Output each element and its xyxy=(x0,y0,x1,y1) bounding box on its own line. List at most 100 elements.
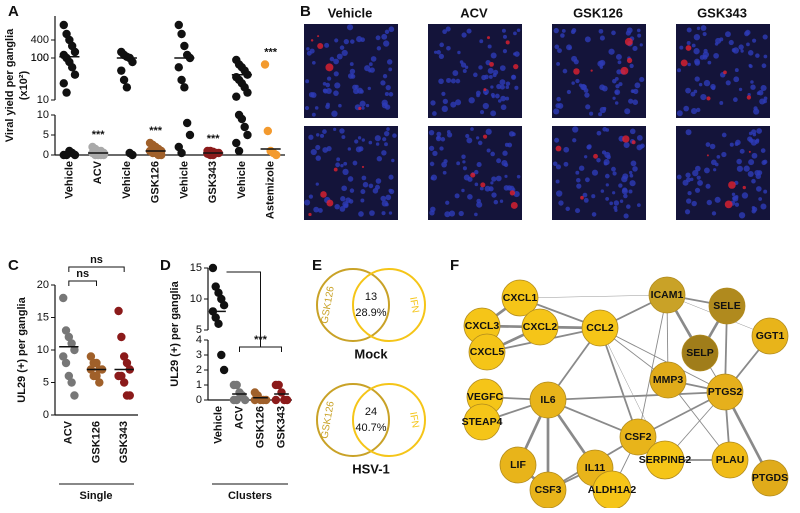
nucleus xyxy=(561,29,566,33)
y-tick-label: 10 xyxy=(37,344,49,356)
network-node xyxy=(681,334,719,372)
signal xyxy=(358,106,362,111)
data-point xyxy=(185,130,195,140)
y-tick-label: 3 xyxy=(196,349,202,361)
nucleus xyxy=(731,48,736,53)
nucleus xyxy=(339,206,346,212)
nucleus xyxy=(709,143,716,150)
node-label: CXCL3 xyxy=(465,320,500,332)
nucleus xyxy=(713,52,719,59)
data-point xyxy=(234,146,244,156)
nucleus xyxy=(346,24,354,31)
data-point xyxy=(237,114,247,124)
nucleus xyxy=(326,146,332,152)
nucleus xyxy=(429,145,435,151)
nucleus xyxy=(738,212,746,219)
signal xyxy=(624,37,633,46)
venn-caption: HSV-1 xyxy=(352,461,390,476)
nucleus xyxy=(584,36,591,43)
data-point xyxy=(119,75,129,85)
data-point xyxy=(59,352,68,361)
nucleus xyxy=(444,211,451,218)
y-tick-label: 4 xyxy=(196,334,202,346)
node-label: MMP3 xyxy=(653,374,683,386)
node-label: CCL2 xyxy=(586,322,614,334)
nucleus xyxy=(694,60,701,66)
data-point xyxy=(61,358,71,368)
nucleus xyxy=(694,76,700,82)
significance: *** xyxy=(149,125,163,137)
nucleus xyxy=(591,212,597,217)
nucleus xyxy=(738,87,743,92)
nucleus xyxy=(555,179,560,184)
venn-count: 24 xyxy=(365,406,377,418)
nucleus xyxy=(342,168,349,175)
nucleus xyxy=(490,181,494,185)
nucleus xyxy=(707,60,712,65)
nucleus xyxy=(609,201,614,206)
nucleus xyxy=(686,27,692,33)
nucleus xyxy=(442,29,447,35)
nucleus xyxy=(733,97,738,103)
nucleus xyxy=(685,172,691,178)
nucleus xyxy=(318,208,323,213)
nucleus xyxy=(496,158,502,164)
node-label: PTGS2 xyxy=(708,386,743,398)
signal xyxy=(510,202,518,209)
nucleus xyxy=(439,42,444,48)
nucleus xyxy=(432,150,438,157)
nucleus xyxy=(436,131,442,137)
nucleus xyxy=(725,80,731,86)
nucleus xyxy=(693,48,700,55)
signal xyxy=(470,172,476,178)
data-point xyxy=(240,122,249,132)
nucleus xyxy=(706,199,713,206)
nucleus xyxy=(455,78,461,84)
nucleus xyxy=(358,146,364,152)
nucleus xyxy=(362,181,369,188)
data-point xyxy=(67,378,76,387)
nucleus xyxy=(705,183,711,189)
nucleus xyxy=(756,186,762,192)
signal xyxy=(317,35,320,38)
nucleus xyxy=(436,136,440,140)
nucleus xyxy=(677,68,682,73)
nucleus xyxy=(456,161,461,166)
nucleus xyxy=(343,161,348,166)
nucleus xyxy=(741,192,749,199)
venn-circle xyxy=(316,383,390,457)
data-point xyxy=(214,319,223,328)
data-point xyxy=(177,29,186,39)
nucleus xyxy=(334,38,339,43)
data-point xyxy=(122,83,132,92)
nucleus xyxy=(476,162,482,168)
nucleus xyxy=(376,156,383,162)
signal xyxy=(723,70,727,75)
nucleus xyxy=(596,158,601,163)
data-point xyxy=(59,79,68,88)
nucleus xyxy=(500,104,507,111)
nucleus xyxy=(502,150,508,156)
nucleus xyxy=(729,142,734,147)
nucleus xyxy=(684,209,691,215)
nucleus xyxy=(442,98,448,105)
nucleus xyxy=(746,42,750,47)
nucleus xyxy=(628,189,633,194)
nucleus xyxy=(739,148,745,154)
nucleus xyxy=(310,148,317,156)
network-node xyxy=(711,441,749,479)
nucleus xyxy=(758,197,763,201)
nucleus xyxy=(624,108,631,115)
nucleus xyxy=(478,65,483,70)
nucleus xyxy=(554,137,560,143)
signal xyxy=(622,135,630,143)
nucleus xyxy=(599,65,604,69)
nucleus xyxy=(686,198,692,204)
nucleus xyxy=(467,194,473,200)
x-tick-label: Vehicle xyxy=(121,161,133,199)
data-point xyxy=(128,150,137,160)
nucleus xyxy=(496,83,502,90)
nucleus xyxy=(691,108,698,115)
bracket xyxy=(68,266,125,272)
nucleus xyxy=(341,49,348,57)
